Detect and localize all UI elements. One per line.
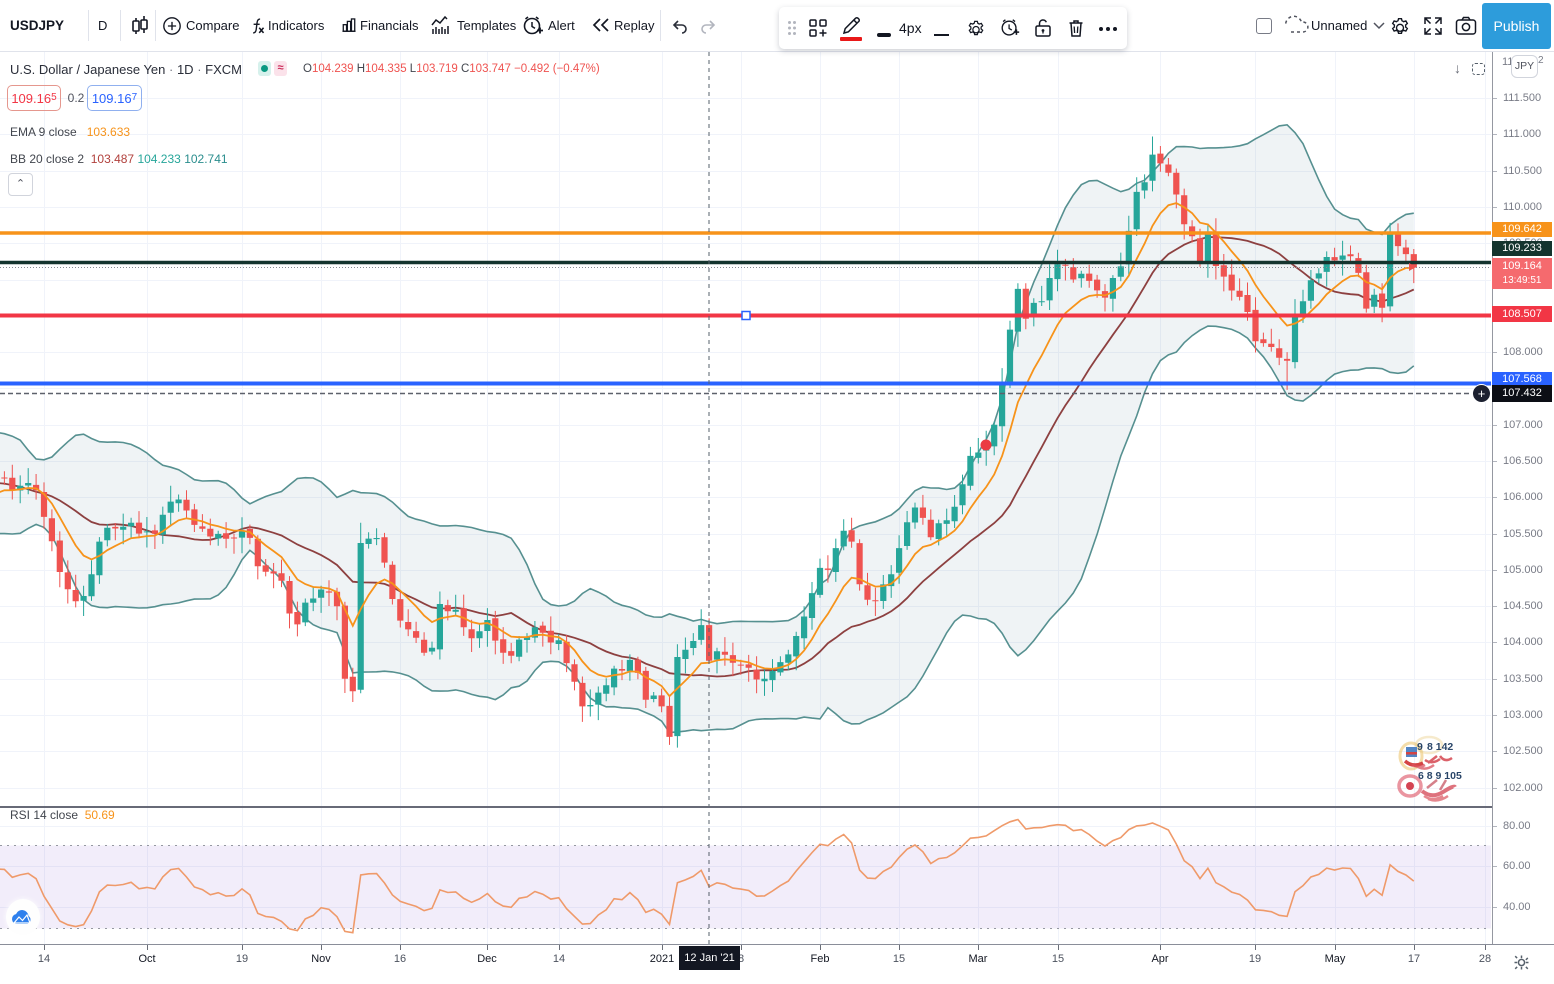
svg-text:8 142: 8 142 bbox=[1427, 741, 1453, 753]
svg-text:6 8 9 105: 6 8 9 105 bbox=[1418, 770, 1462, 782]
svg-text:9: 9 bbox=[1417, 741, 1423, 753]
